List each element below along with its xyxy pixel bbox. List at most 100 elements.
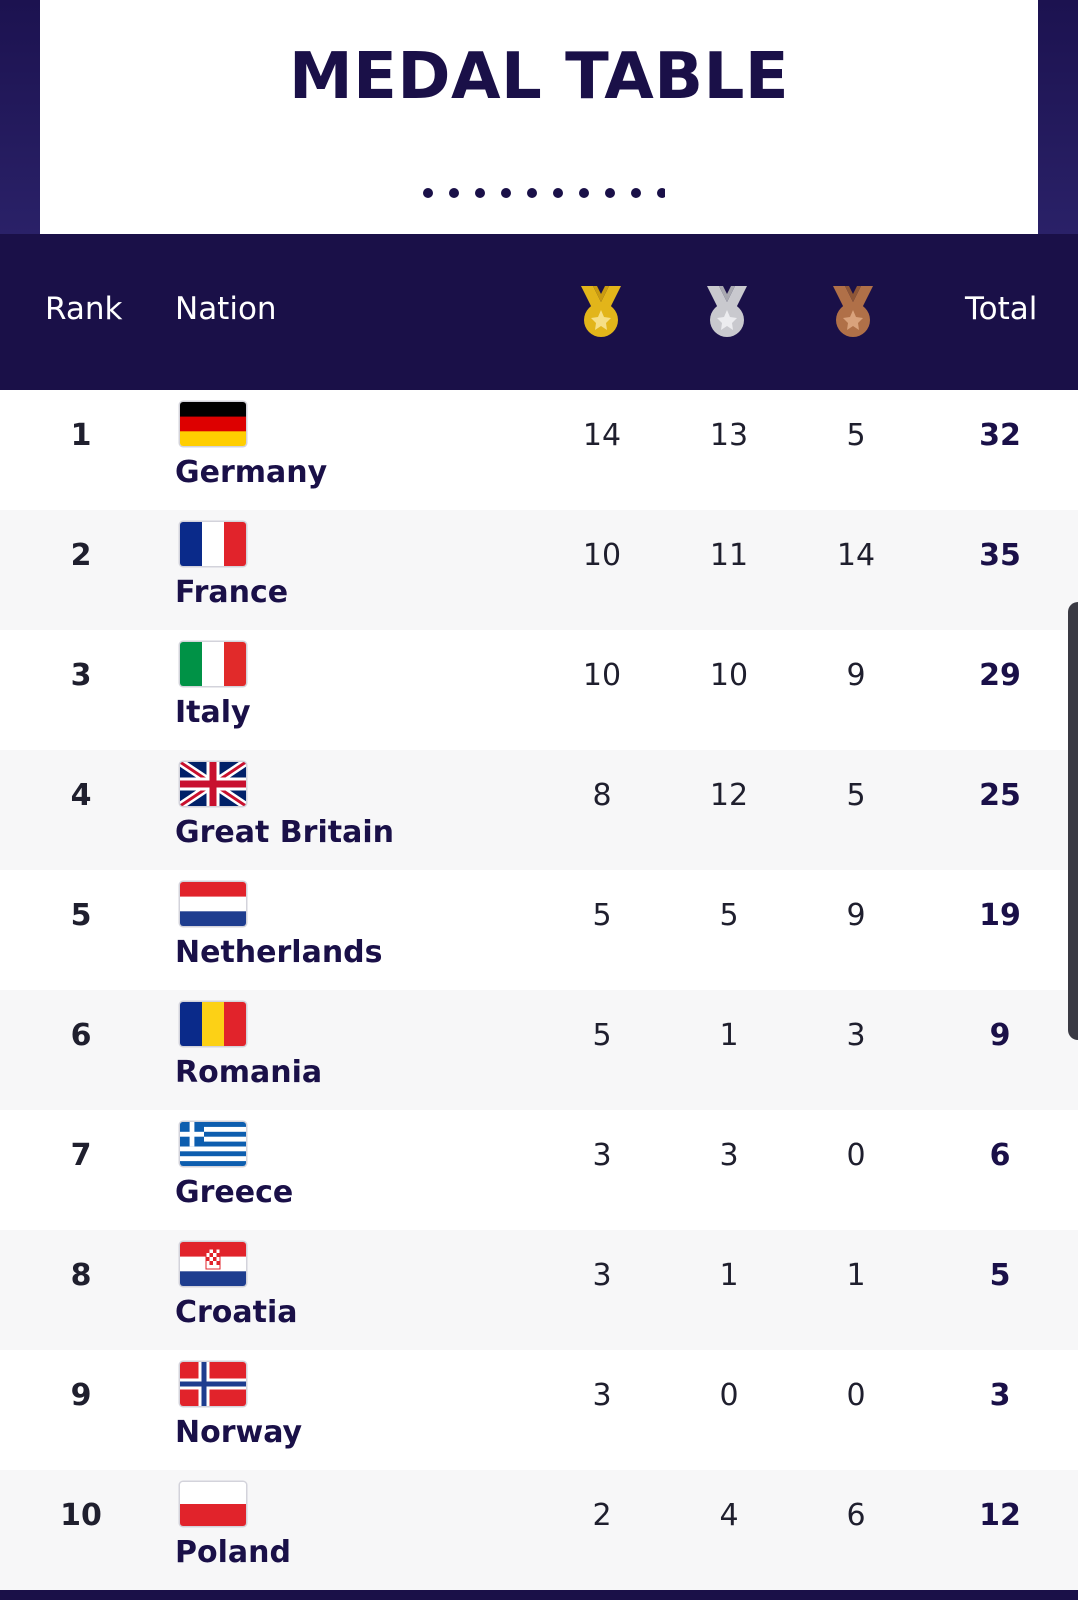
silver-count: 5: [719, 898, 739, 933]
total-count: 6: [989, 1138, 1011, 1173]
total-count: 29: [979, 658, 1021, 693]
nation-name[interactable]: Great Britain: [175, 815, 394, 850]
table-row[interactable]: 2 France 10 11 14 35: [0, 510, 1078, 630]
dot: [423, 188, 433, 198]
bronze-count: 5: [846, 778, 866, 813]
silver-count: 13: [709, 418, 749, 453]
croatia-flag-icon: [180, 1242, 246, 1286]
dot: [475, 188, 485, 198]
total-count: 9: [989, 1018, 1011, 1053]
total-count: 19: [979, 898, 1021, 933]
bronze-count: 5: [846, 418, 866, 453]
netherlands-flag-icon: [180, 882, 246, 926]
table-row[interactable]: 1 Germany 14 13 5 32: [0, 390, 1078, 510]
dot: [605, 188, 615, 198]
gold-count: 14: [582, 418, 622, 453]
rank-cell: 5: [70, 898, 92, 933]
rank-column-header[interactable]: Rank: [45, 291, 123, 327]
nation-name[interactable]: Norway: [175, 1415, 303, 1450]
silver-count: 1: [719, 1018, 739, 1053]
nation-name[interactable]: Germany: [175, 455, 328, 490]
dot: [553, 188, 563, 198]
norway-flag-icon: [180, 1362, 246, 1406]
silver-count: 0: [719, 1378, 739, 1413]
total-column-header[interactable]: Total: [965, 291, 1038, 327]
table-row[interactable]: 6 Romania 5 1 3 9: [0, 990, 1078, 1110]
bronze-count: 0: [846, 1378, 866, 1413]
page-title: MEDAL TABLE: [288, 40, 790, 114]
gold-count: 3: [592, 1378, 612, 1413]
total-count: 12: [979, 1498, 1021, 1533]
dot: [527, 188, 537, 198]
dot: [501, 188, 511, 198]
rank-cell: 3: [70, 658, 92, 693]
greece-flag-icon: [180, 1122, 246, 1166]
rank-cell: 10: [60, 1498, 102, 1533]
gold-count: 2: [592, 1498, 612, 1533]
silver-count: 1: [719, 1258, 739, 1293]
gold-count: 5: [592, 898, 612, 933]
bronze-count: 9: [846, 658, 866, 693]
silver-count: 11: [709, 538, 749, 573]
table-header: Rank Nation Total: [0, 234, 1078, 390]
italy-flag-icon: [180, 642, 246, 686]
total-count: 5: [989, 1258, 1011, 1293]
france-flag-icon: [180, 522, 246, 566]
table-row[interactable]: 3 Italy 10 10 9 29: [0, 630, 1078, 750]
bronze-count: 14: [836, 538, 876, 573]
silver-count: 3: [719, 1138, 739, 1173]
gold-count: 8: [592, 778, 612, 813]
silver-medal-icon[interactable]: [705, 284, 749, 340]
table-row[interactable]: 8 Croatia 3 1 1 5: [0, 1230, 1078, 1350]
table-row[interactable]: 5 Netherlands 5 5 9 19: [0, 870, 1078, 990]
rank-cell: 1: [70, 418, 92, 453]
silver-count: 12: [709, 778, 749, 813]
bronze-count: 1: [846, 1258, 866, 1293]
gold-count: 10: [582, 658, 622, 693]
silver-count: 10: [709, 658, 749, 693]
table-row[interactable]: 9 Norway 3 0 0 3: [0, 1350, 1078, 1470]
bottom-bar: [0, 1590, 1078, 1600]
total-count: 35: [979, 538, 1021, 573]
table-row[interactable]: 7 Greece 3 3 0 6: [0, 1110, 1078, 1230]
gold-count: 3: [592, 1138, 612, 1173]
nation-column-header[interactable]: Nation: [175, 291, 277, 327]
great-britain-flag-icon: [180, 762, 246, 806]
germany-flag-icon: [180, 402, 246, 446]
nation-name[interactable]: France: [175, 575, 289, 610]
nation-name[interactable]: Romania: [175, 1055, 323, 1090]
dot: [449, 188, 459, 198]
nation-name[interactable]: Italy: [175, 695, 251, 730]
rank-cell: 9: [70, 1378, 92, 1413]
total-count: 32: [979, 418, 1021, 453]
bronze-count: 0: [846, 1138, 866, 1173]
gold-count: 5: [592, 1018, 612, 1053]
poland-flag-icon: [180, 1482, 246, 1526]
scrollbar-thumb[interactable]: [1068, 602, 1078, 1040]
table-row[interactable]: 4 Great Britain 8 12 5 25: [0, 750, 1078, 870]
title-card: MEDAL TABLE: [40, 0, 1038, 234]
gold-count: 10: [582, 538, 622, 573]
pagination-dots: [423, 186, 665, 200]
nation-name[interactable]: Greece: [175, 1175, 294, 1210]
gold-medal-icon[interactable]: [579, 284, 623, 340]
left-background-band: [0, 0, 40, 236]
romania-flag-icon: [180, 1002, 246, 1046]
nation-name[interactable]: Poland: [175, 1535, 291, 1570]
rank-cell: 4: [70, 778, 92, 813]
bronze-count: 6: [846, 1498, 866, 1533]
right-background-band: [1038, 0, 1078, 236]
rank-cell: 8: [70, 1258, 92, 1293]
total-count: 25: [979, 778, 1021, 813]
silver-count: 4: [719, 1498, 739, 1533]
medal-table: 1 Germany 14 13 5 32 2 France 10 11 14 3…: [0, 390, 1078, 1590]
nation-name[interactable]: Croatia: [175, 1295, 298, 1330]
rank-cell: 7: [70, 1138, 92, 1173]
table-row[interactable]: 10 Poland 2 4 6 12: [0, 1470, 1078, 1590]
bronze-medal-icon[interactable]: [831, 284, 875, 340]
gold-count: 3: [592, 1258, 612, 1293]
total-count: 3: [989, 1378, 1011, 1413]
dot: [657, 188, 665, 198]
dot: [631, 188, 641, 198]
nation-name[interactable]: Netherlands: [175, 935, 383, 970]
